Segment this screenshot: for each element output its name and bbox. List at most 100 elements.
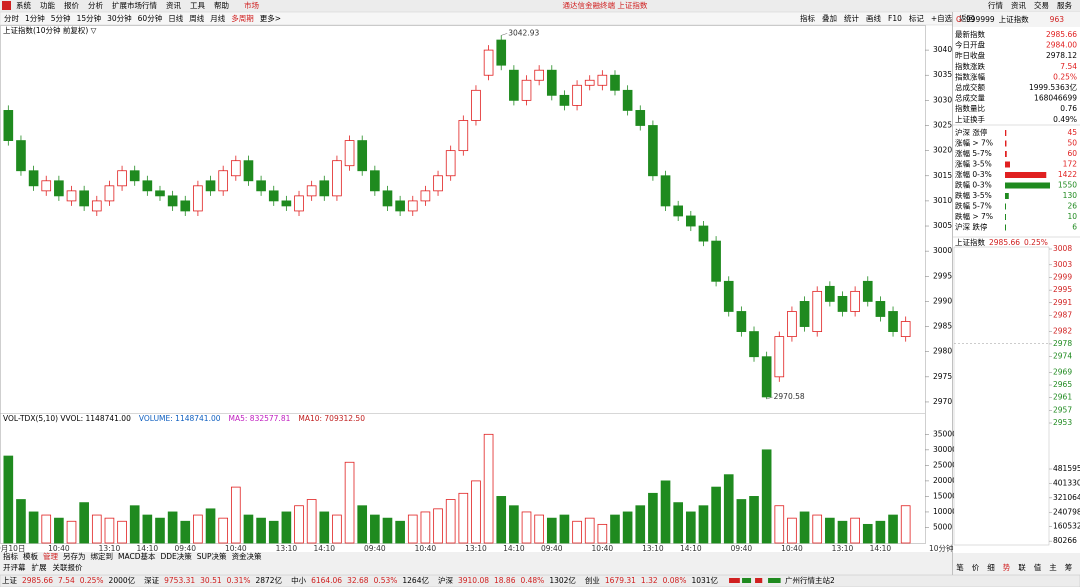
menu-item[interactable]: 帮助 (214, 0, 229, 10)
menu-item[interactable]: 功能 (40, 0, 55, 10)
period-tab[interactable]: 30分钟 (107, 13, 132, 23)
bottom-tab[interactable]: 管理 (43, 551, 58, 561)
side-tab[interactable]: 价 (972, 563, 980, 572)
window-title: 通达信金融终端 上证指数 (563, 0, 648, 10)
menu-item[interactable]: 交易 (1034, 0, 1049, 10)
bottom-tab[interactable]: DDE决策 (160, 551, 192, 561)
bottom-tab[interactable]: 开评幕 (3, 562, 26, 572)
quote-value: 0.49% (1053, 115, 1077, 124)
tool-button[interactable]: 画线 (866, 13, 881, 23)
candle-body (496, 39, 507, 66)
x-tick-label: 10:40 (225, 544, 247, 553)
x-tick-label: 13:10 (642, 544, 664, 553)
period-tab[interactable]: 周线 (189, 13, 204, 23)
menu-item[interactable]: 分析 (88, 0, 103, 10)
bottom-tab[interactable]: 关联报价 (53, 562, 83, 572)
menu-item[interactable]: 资讯 (166, 0, 181, 10)
volume-bar (256, 517, 266, 544)
more-button[interactable]: 更多> (260, 13, 281, 23)
volume-bar (572, 520, 582, 544)
menu-item[interactable]: 报价 (64, 0, 79, 10)
bottom-tab[interactable]: SUP决策 (197, 551, 227, 561)
quote-value: 2985.66 (1046, 30, 1077, 39)
menu-item[interactable]: 扩展市场行情 (112, 0, 157, 10)
side-tab[interactable]: 联 (1018, 563, 1026, 572)
volume-legend: VOLUME: 1148741.00 (139, 414, 221, 423)
period-tab[interactable]: 5分钟 (51, 13, 71, 23)
status-bar (0, 574, 1080, 587)
period-tab[interactable]: 月线 (210, 13, 225, 23)
bottom-tab[interactable]: 扩展 (32, 562, 47, 572)
volume-bar (332, 514, 342, 544)
bottom-tab[interactable]: 资金决策 (232, 551, 262, 561)
volume-bar (597, 523, 608, 544)
period-tab[interactable]: 15分钟 (77, 13, 102, 23)
index-name: 创业 (585, 575, 600, 585)
volume-bar (711, 486, 721, 544)
quote-value: 0.25% (1053, 72, 1077, 81)
quote-label: 昨日收盘 (955, 50, 985, 60)
bottom-tabs-bar (0, 552, 952, 575)
index-amount: 2000亿 (109, 575, 136, 585)
menu-item[interactable]: 工具 (190, 1, 205, 10)
candle-body (597, 74, 608, 86)
volume-bar (723, 474, 734, 544)
quote-value: 0.76 (1060, 104, 1077, 113)
index-amount: 2872亿 (255, 575, 282, 585)
period-tab[interactable]: 60分钟 (138, 13, 163, 23)
breadth-label: 跌幅 0-3% (955, 180, 992, 190)
index-pct: 0.25% (80, 576, 104, 585)
breadth-bar (1005, 172, 1047, 178)
tool-button[interactable]: F10 (888, 14, 902, 23)
index-change: 7.54 (58, 576, 75, 585)
menu-item[interactable]: 资讯 (1011, 0, 1027, 10)
side-tab[interactable]: 笔 (956, 562, 964, 572)
candle-body (281, 200, 292, 207)
volume-bar (458, 492, 469, 544)
side-tab[interactable]: 细 (987, 562, 995, 572)
side-tab[interactable]: 筹 (1065, 562, 1073, 572)
index-change: 18.86 (494, 576, 516, 585)
candle-body (774, 336, 785, 378)
bottom-tab[interactable]: MACD基本 (118, 551, 156, 561)
breadth-bar (1005, 130, 1007, 136)
volume-bar (230, 486, 241, 544)
bottom-tab[interactable]: 另存为 (63, 551, 86, 561)
period-tab[interactable]: 多周期 (231, 13, 254, 23)
candle-body (736, 311, 747, 332)
side-tabs-bar (953, 553, 1080, 575)
index-amount: 1302亿 (549, 575, 576, 585)
side-tab[interactable]: 值 (1034, 562, 1042, 572)
side-tab[interactable]: 主 (1049, 562, 1057, 572)
bottom-tab[interactable]: 模板 (23, 551, 38, 561)
tool-button[interactable]: 返回 (959, 14, 974, 23)
tool-button[interactable]: 指标 (800, 13, 815, 23)
y-tick-label: 2953 (1053, 418, 1072, 427)
volume-bar (862, 523, 873, 544)
quote-label: 总成交额 (955, 82, 985, 92)
tool-button[interactable]: 叠加 (822, 13, 837, 23)
candle-body (660, 175, 671, 207)
tool-button[interactable]: 统计 (844, 13, 859, 23)
volume-bar (155, 517, 165, 544)
index-price: 6164.06 (311, 576, 342, 585)
candle-body (471, 89, 481, 121)
period-tab[interactable]: 日线 (168, 13, 183, 23)
bottom-tab[interactable]: 绑定到 (91, 551, 114, 561)
tool-button[interactable]: +自选 (931, 13, 953, 23)
candle-body (91, 200, 102, 212)
candle-body (407, 200, 418, 212)
tool-button[interactable]: 标记 (909, 13, 924, 23)
menu-item[interactable]: 服务 (1057, 0, 1073, 10)
volume-bar (749, 496, 759, 544)
candle-body (3, 110, 14, 141)
menu-item[interactable]: 行情 (988, 0, 1003, 10)
period-tab[interactable]: 分时 (4, 13, 19, 23)
side-tab[interactable]: 势 (1003, 562, 1011, 572)
menu-item[interactable]: 市场 (244, 0, 259, 10)
menu-item[interactable]: 系统 (16, 0, 31, 10)
y-tick-label: 2982 (1053, 326, 1072, 335)
period-tab[interactable]: 1分钟 (25, 13, 45, 23)
candle-body (319, 180, 330, 197)
bottom-tab[interactable]: 指标 (3, 551, 18, 561)
